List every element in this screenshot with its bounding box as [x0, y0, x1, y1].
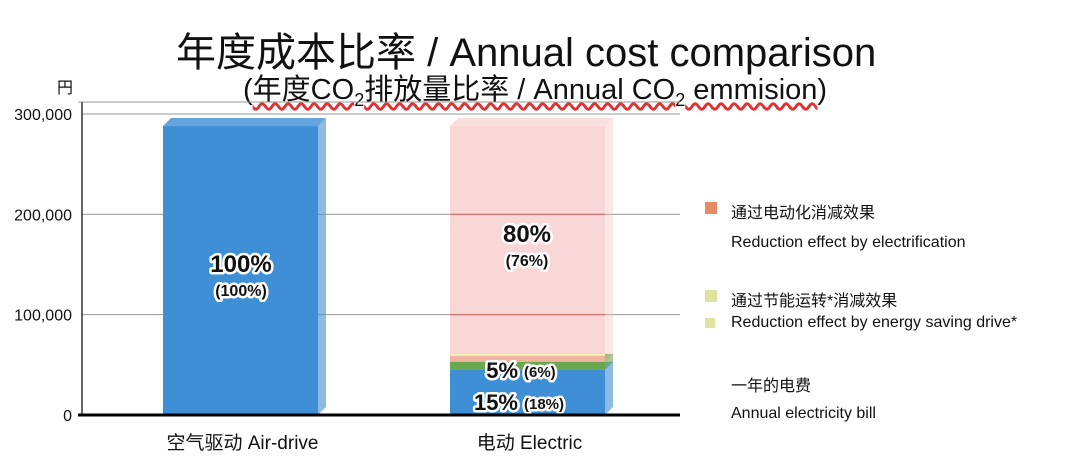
- x-category-label: 空气驱动 Air-drive: [166, 432, 318, 454]
- y-tick-label: 0: [63, 408, 72, 425]
- bar-side: [605, 118, 613, 362]
- y-axis-unit: 円: [57, 80, 73, 97]
- data-sublabel: (6%): [524, 364, 556, 381]
- legend-swatch-energy-saving: [705, 290, 717, 302]
- subtitle-mid: 排放量比率 / Annual CO: [364, 74, 676, 106]
- bar-energy-cap: [450, 353, 605, 356]
- data-label: 15%: [474, 390, 518, 415]
- bar-segment: [450, 361, 605, 370]
- data-sublabel: (100%): [215, 283, 267, 300]
- subtitle-tail: emmision: [685, 74, 818, 106]
- subtitle-sub2: 2: [675, 89, 686, 110]
- legend-label-bill-zh: 一年的电费: [731, 378, 812, 395]
- legend-label-energy-saving-en: Reduction effect by energy saving drive*: [731, 314, 1018, 331]
- bar-top: [163, 118, 326, 127]
- subtitle-text: 年度CO2排放量比率 / Annual CO2 emmision: [252, 74, 818, 110]
- data-sublabel: (76%): [506, 253, 549, 270]
- data-label: 100%: [210, 251, 271, 278]
- legend-swatch-electrification: [705, 202, 717, 214]
- subtitle-prefix: 年度CO: [252, 74, 355, 106]
- legend-label-energy-saving-zh: 通过节能运转*消减效果: [731, 293, 898, 310]
- x-category-label: 电动 Electric: [477, 432, 583, 454]
- data-label: 80%: [503, 221, 551, 248]
- chart-title: 年度成本比率 / Annual cost comparison: [176, 31, 877, 75]
- bar-side: [605, 353, 613, 370]
- legend-swatch-energy-saving-2: [705, 318, 715, 328]
- chart-subtitle: (年度CO2排放量比率 / Annual CO2 emmision): [243, 66, 827, 111]
- bar-reduction-cap: [450, 353, 605, 362]
- legend-label-electrification-zh: 通过电动化消减效果: [731, 205, 876, 222]
- bar-segment: [450, 126, 605, 362]
- subtitle-sub: 2: [354, 89, 365, 110]
- subtitle-open: (: [243, 74, 253, 106]
- bar-top: [450, 118, 613, 127]
- y-tick-label: 300,000: [14, 107, 72, 124]
- bar-side: [318, 118, 326, 415]
- legend-label-bill-en: Annual electricity bill: [731, 405, 876, 422]
- bar-side: [605, 361, 613, 415]
- data-label: 5%: [486, 358, 518, 383]
- bar-segment: [450, 369, 605, 415]
- y-tick-label: 100,000: [14, 308, 72, 325]
- data-sublabel: (18%): [524, 396, 564, 413]
- legend-label-electrification-en: Reduction effect by electrification: [731, 234, 966, 251]
- subtitle-close: ): [817, 74, 828, 106]
- bar-segment: [163, 126, 318, 415]
- y-tick-label: 200,000: [14, 207, 72, 224]
